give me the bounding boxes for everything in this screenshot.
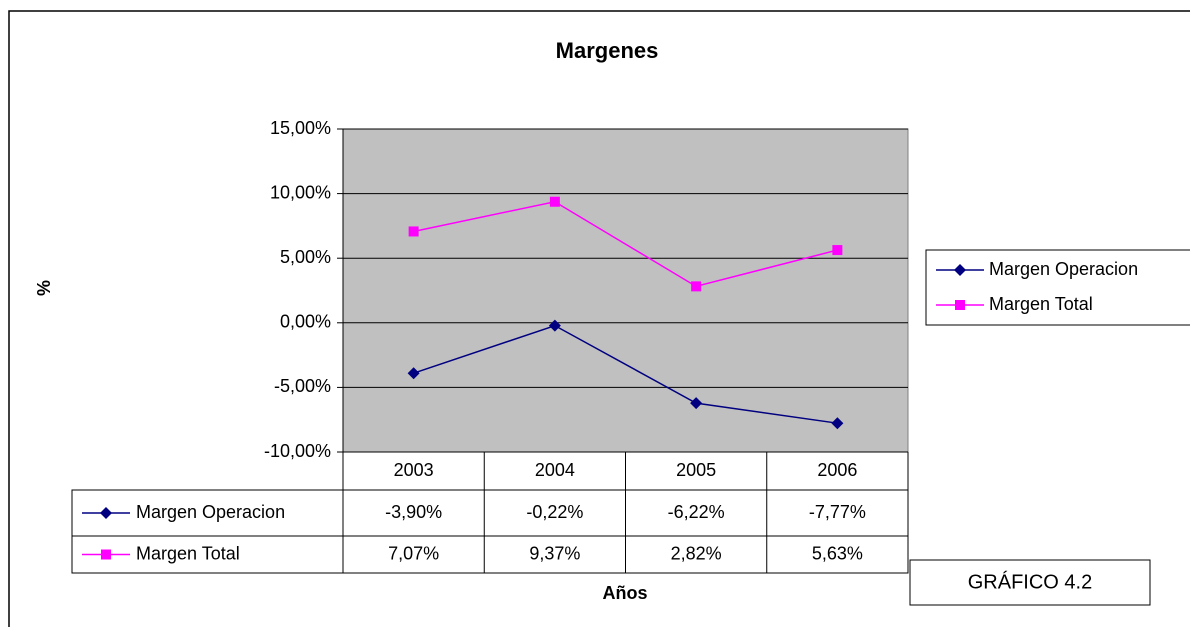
x-axis-label: Años bbox=[603, 583, 648, 603]
x-tick-label: 2005 bbox=[676, 460, 716, 480]
table-legend-marker bbox=[100, 507, 112, 519]
y-tick-label: 15,00% bbox=[270, 118, 331, 138]
data-point bbox=[690, 397, 703, 410]
annotation-box bbox=[909, 559, 1151, 606]
plot-area bbox=[342, 128, 909, 453]
x-tick-label: 2006 bbox=[817, 460, 857, 480]
table-row-label: Margen Total bbox=[136, 543, 240, 563]
table-value: 7,07% bbox=[388, 543, 439, 563]
table-legend-marker bbox=[101, 549, 111, 560]
chart-title: Margenes bbox=[556, 38, 659, 63]
data-point bbox=[548, 319, 561, 332]
table-value: 9,37% bbox=[529, 543, 580, 563]
table-value: 5,63% bbox=[812, 543, 863, 563]
y-tick-label: -5,00% bbox=[274, 376, 331, 396]
table-value: -3,90% bbox=[385, 502, 442, 522]
y-tick-label: 0,00% bbox=[280, 312, 331, 332]
table-value: -7,77% bbox=[809, 502, 866, 522]
table-value: 2,82% bbox=[671, 543, 722, 563]
legend-marker bbox=[955, 300, 965, 310]
data-point bbox=[407, 367, 420, 380]
data-point bbox=[549, 196, 560, 207]
table-row-label: Margen Operacion bbox=[136, 502, 285, 522]
data-point bbox=[408, 226, 419, 237]
x-tick-label: 2004 bbox=[535, 460, 575, 480]
y-tick-label: 5,00% bbox=[280, 247, 331, 267]
legend-label: Margen Total bbox=[989, 294, 1093, 314]
data-point bbox=[831, 417, 844, 430]
annotation: GRÁFICO 4.2 bbox=[968, 570, 1092, 593]
legend-label: Margen Operacion bbox=[989, 259, 1138, 279]
y-tick-label: -10,00% bbox=[264, 441, 331, 461]
table-value: -0,22% bbox=[526, 502, 583, 522]
legend bbox=[925, 249, 1190, 326]
series-line bbox=[413, 324, 838, 424]
x-tick-label: 2003 bbox=[394, 460, 434, 480]
series-line bbox=[413, 200, 838, 288]
legend-marker bbox=[954, 264, 966, 276]
data-point bbox=[832, 245, 843, 256]
data-point bbox=[691, 281, 702, 292]
y-tick-label: 10,00% bbox=[270, 182, 331, 202]
y-axis-label: % bbox=[34, 280, 54, 296]
table-value: -6,22% bbox=[668, 502, 725, 522]
